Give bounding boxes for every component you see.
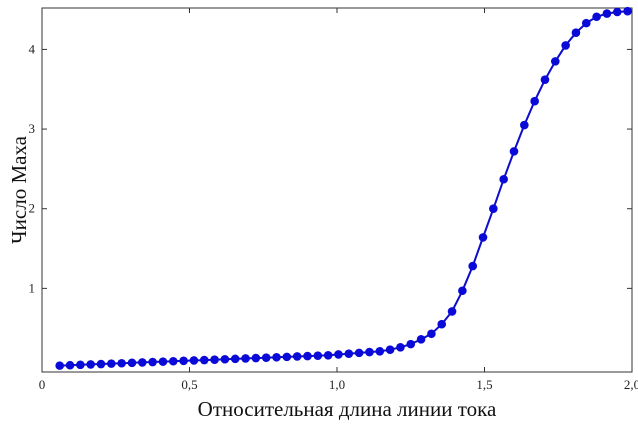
axes (41, 7, 633, 373)
data-point (437, 319, 447, 329)
data-point (189, 356, 199, 365)
data-point (406, 339, 416, 349)
data-point (179, 356, 188, 366)
data-point (530, 96, 539, 106)
data-point (571, 28, 581, 37)
data-point (210, 355, 219, 364)
data-point (323, 350, 333, 360)
ticks: 0 0,5 1,0 1,5 2,0 1 2 3 4 (29, 8, 638, 392)
data-point (55, 361, 64, 370)
data-point (385, 345, 395, 354)
data-point (292, 352, 302, 361)
series (55, 6, 632, 370)
data-point (220, 354, 230, 364)
data-point (138, 358, 147, 367)
data-point (416, 335, 426, 344)
data-point (127, 358, 137, 368)
data-point (581, 18, 591, 28)
data-point (107, 359, 116, 368)
x-tick-label: 0,5 (181, 377, 197, 392)
data-point (344, 349, 354, 358)
data-point (447, 307, 457, 316)
data-point (282, 352, 292, 362)
data-point (561, 41, 570, 50)
data-point (468, 261, 478, 271)
data-point (612, 7, 622, 17)
y-tick-label: 3 (29, 121, 36, 136)
data-point (458, 286, 467, 296)
series-line (59, 10, 628, 367)
data-point (168, 356, 178, 366)
y-tick-label: 4 (29, 41, 36, 56)
data-point (86, 360, 95, 369)
data-point (76, 360, 85, 370)
data-point (272, 352, 281, 362)
data-point (551, 57, 560, 66)
data-point (520, 120, 529, 130)
data-point (354, 348, 364, 358)
data-point (623, 6, 632, 16)
data-point (158, 357, 168, 366)
data-point (592, 12, 601, 22)
plot-frame (41, 7, 633, 373)
y-tick-label: 2 (29, 201, 36, 216)
data-point (602, 9, 612, 18)
y-tick-label: 1 (29, 280, 36, 295)
data-point (65, 360, 75, 370)
data-point (117, 358, 126, 368)
x-tick-label: 1,0 (329, 377, 345, 392)
x-axis-label: Относительная длина линии тока (198, 397, 497, 421)
data-point (261, 353, 271, 362)
data-point (375, 346, 385, 356)
x-tick-label: 1,5 (476, 377, 492, 392)
x-tick-label: 2,0 (624, 377, 638, 392)
data-point (251, 353, 261, 363)
data-point (241, 354, 250, 363)
data-point (540, 75, 550, 84)
x-tick-label: 0 (39, 377, 46, 392)
data-point (509, 147, 519, 156)
data-point (489, 204, 498, 214)
data-point (96, 359, 106, 369)
data-point (230, 354, 240, 364)
data-point (365, 347, 374, 357)
y-axis-label: Число Маха (7, 135, 31, 244)
data-point (199, 355, 209, 365)
data-point (427, 329, 436, 339)
data-point (303, 351, 312, 361)
data-point (478, 233, 488, 242)
data-point (334, 350, 343, 359)
data-point (148, 357, 157, 367)
data-point (313, 351, 323, 360)
data-point (499, 174, 508, 184)
data-point (396, 343, 405, 352)
